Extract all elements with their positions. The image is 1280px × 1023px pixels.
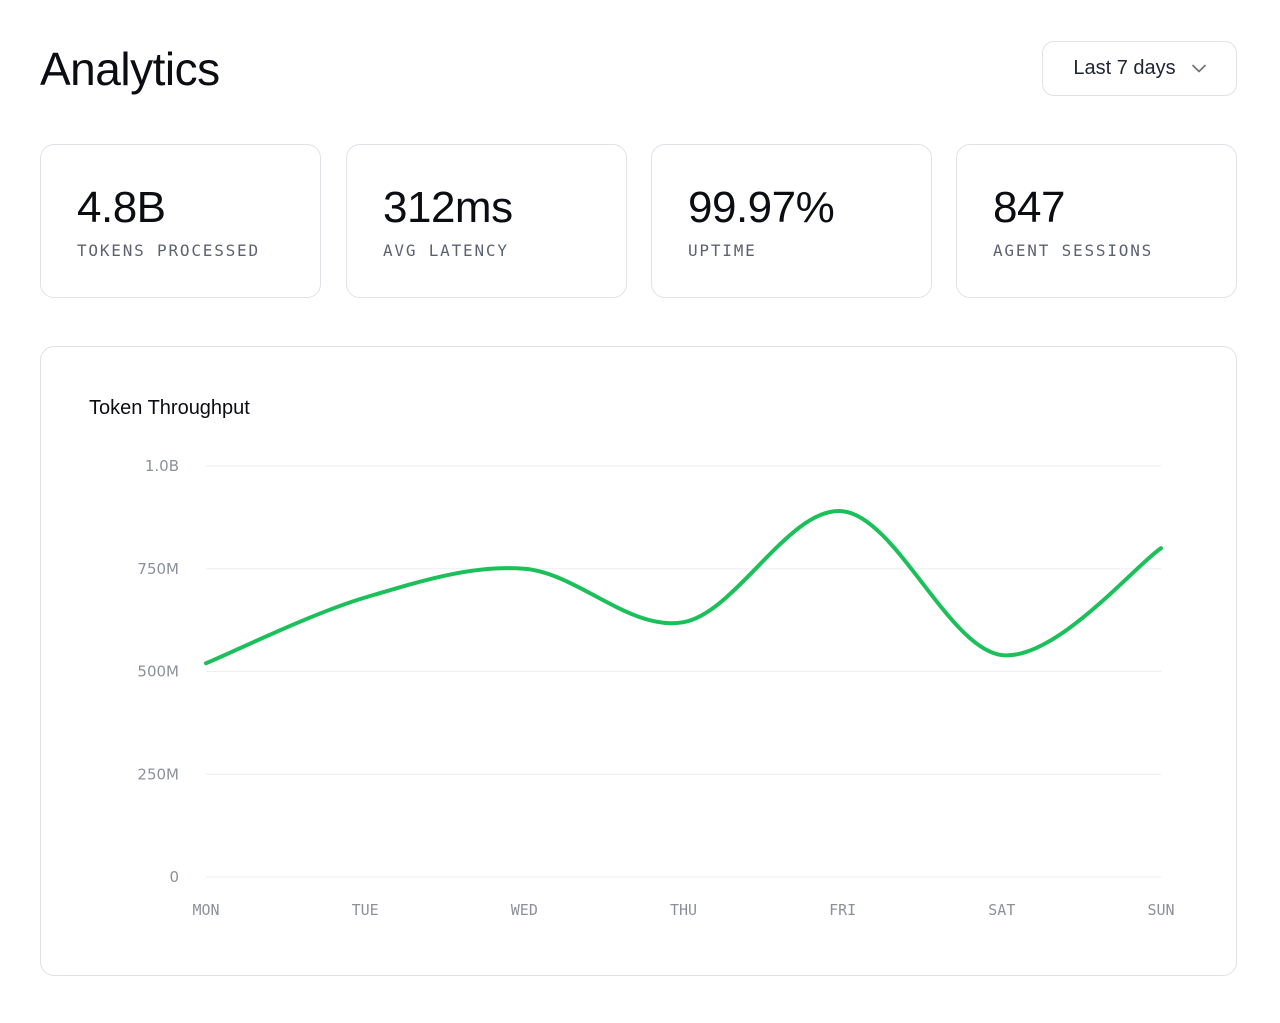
stat-card-latency: 312ms AVG LATENCY [346, 144, 627, 298]
series-line [204, 509, 1163, 666]
x-tick-label: THU [670, 901, 697, 919]
y-tick-label: 750M [137, 560, 179, 578]
stat-value: 99.97% [688, 183, 835, 232]
y-tick-label: 1.0B [145, 457, 179, 475]
chart-title: Token Throughput [89, 397, 250, 419]
y-tick-label: 250M [137, 765, 179, 783]
x-tick-label: FRI [829, 901, 856, 919]
chevron-down-icon [1191, 64, 1206, 73]
stat-value: 847 [993, 183, 1065, 232]
stat-label: AGENT SESSIONS [993, 241, 1154, 260]
date-range-value: Last 7 days [1073, 57, 1176, 79]
page-title: Analytics [40, 43, 220, 95]
stat-card-tokens: 4.8B TOKENS PROCESSED [40, 144, 321, 298]
stat-label: AVG LATENCY [383, 241, 509, 260]
x-tick-label: MON [192, 901, 219, 919]
date-range-select[interactable]: Last 7 days [1042, 41, 1237, 96]
stat-label: TOKENS PROCESSED [77, 241, 260, 260]
stat-value: 312ms [383, 183, 513, 232]
stat-label: UPTIME [688, 241, 757, 260]
stat-value: 4.8B [77, 183, 166, 232]
x-tick-label: TUE [352, 901, 379, 919]
x-tick-label: SUN [1147, 901, 1174, 919]
stat-card-sessions: 847 AGENT SESSIONS [956, 144, 1237, 298]
throughput-chart: 0 250M 500M 750M 1.0B MON TUE WED THU FRI SAT SUN [137, 457, 1174, 919]
y-tick-label: 500M [137, 663, 179, 681]
throughput-chart-card: Token Throughput 0 250M 500M 750M 1.0B MON TUE… [40, 346, 1237, 976]
stat-card-uptime: 99.97% UPTIME [651, 144, 932, 298]
x-tick-label: SAT [988, 901, 1015, 919]
x-tick-label: WED [511, 901, 538, 919]
y-tick-label: 0 [169, 868, 179, 886]
